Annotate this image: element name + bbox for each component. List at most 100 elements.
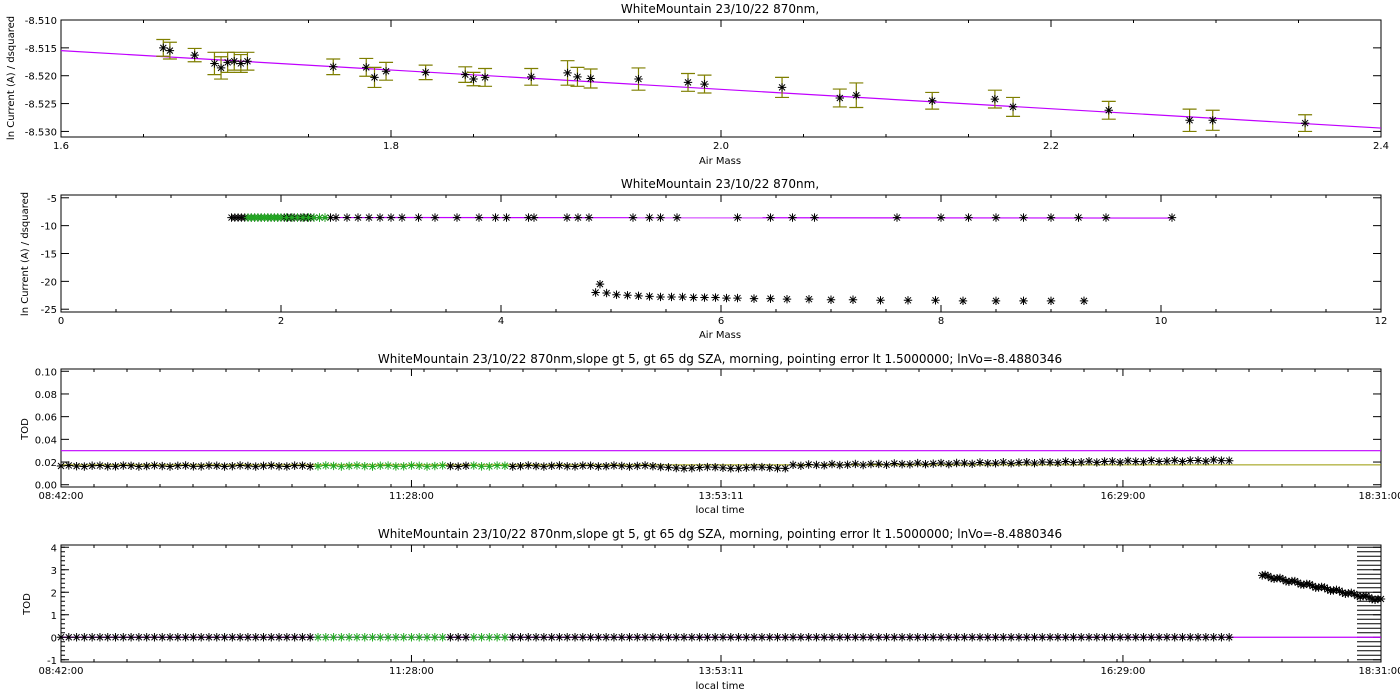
data-point-selected [430, 461, 440, 471]
panel-title: WhiteMountain 23/10/22 870nm,slope gt 5,… [378, 352, 1062, 366]
data-point [547, 633, 556, 642]
data-point [734, 633, 743, 642]
data-point [929, 459, 938, 468]
data-point-outlier [826, 295, 836, 304]
data-point [95, 633, 105, 642]
data-point [1162, 633, 1172, 642]
data-point-selected [360, 633, 369, 642]
data-point [555, 461, 564, 470]
data-point [165, 633, 175, 642]
data-point [159, 43, 168, 53]
data-point [672, 213, 682, 222]
data-point [695, 463, 704, 472]
data-point-tail [1275, 573, 1285, 583]
data-point [757, 462, 767, 472]
data-point [126, 461, 136, 470]
data-point [1225, 456, 1234, 465]
data-point [703, 633, 712, 642]
data-point-selected [399, 633, 408, 642]
data-point [259, 461, 268, 471]
data-point [991, 633, 1000, 642]
data-point [446, 633, 455, 642]
data-point-selected [376, 633, 385, 642]
data-point [1045, 458, 1055, 467]
x-tick-label: 0 [58, 316, 64, 327]
data-point [975, 633, 985, 642]
data-point-selected [407, 633, 416, 642]
x-tick-label: 16:29:00 [1100, 491, 1145, 502]
data-point [757, 633, 767, 642]
x-tick-label: 12 [1375, 316, 1388, 327]
data-point [1061, 457, 1070, 466]
data-point [835, 93, 844, 103]
data-point [1201, 457, 1211, 466]
data-point [1084, 457, 1094, 466]
data-point [634, 74, 643, 84]
data-point-outlier [722, 293, 731, 303]
data-point [710, 633, 720, 642]
data-point [453, 462, 463, 471]
data-point [820, 633, 829, 642]
data-point [1030, 458, 1039, 468]
data-point [243, 633, 253, 642]
data-point [235, 461, 245, 470]
data-point-tail [1329, 586, 1338, 595]
data-point [1030, 633, 1039, 642]
data-point [461, 461, 471, 470]
y-tick-label: 1 [51, 611, 57, 622]
data-point [975, 458, 985, 467]
data-point [223, 58, 232, 67]
data-point [960, 633, 969, 642]
data-point [210, 59, 219, 68]
data-point [991, 213, 1001, 222]
data-point [181, 461, 190, 470]
data-point [656, 462, 665, 472]
data-point [134, 633, 144, 642]
y-tick-label: -8.530 [25, 127, 57, 138]
data-point [103, 633, 112, 642]
y-tick-label: -8.515 [25, 44, 57, 55]
y-tick-label: -8.510 [25, 16, 57, 27]
data-point-tail [1281, 577, 1291, 586]
data-point-outlier [678, 292, 687, 302]
data-point [617, 633, 626, 642]
data-point [1123, 456, 1133, 466]
data-point [421, 68, 430, 77]
data-point [960, 458, 969, 468]
data-point [290, 461, 299, 470]
data-point [539, 633, 549, 642]
data-point-selected [329, 633, 338, 642]
x-tick-label: 6 [718, 316, 724, 327]
data-point [298, 633, 307, 642]
data-point-selected [391, 633, 401, 642]
data-point [196, 462, 206, 471]
data-point [584, 213, 594, 222]
data-point [788, 213, 797, 222]
data-point [236, 59, 246, 68]
data-point [633, 633, 642, 642]
data-point [749, 462, 759, 472]
data-point-selected [344, 461, 354, 471]
data-point [524, 633, 533, 642]
data-point [562, 213, 572, 222]
data-point [1209, 633, 1218, 642]
data-point [640, 461, 650, 470]
data-point [656, 213, 665, 222]
data-point-selected [276, 213, 286, 222]
x-tick-label: 08:42:00 [39, 491, 84, 502]
data-point [1008, 102, 1018, 112]
data-point [196, 633, 206, 642]
data-point [866, 459, 876, 469]
y-tick-label: -5 [47, 194, 57, 205]
data-point-tail [1353, 591, 1362, 601]
data-point [446, 461, 455, 471]
data-point-outlier [749, 294, 759, 303]
data-point-tail [1314, 583, 1323, 592]
data-point [573, 213, 583, 222]
y-tick-label: 0.04 [35, 435, 57, 446]
data-point [1147, 633, 1156, 642]
data-point [563, 462, 572, 471]
data-point [563, 633, 572, 642]
data-point [119, 633, 128, 642]
